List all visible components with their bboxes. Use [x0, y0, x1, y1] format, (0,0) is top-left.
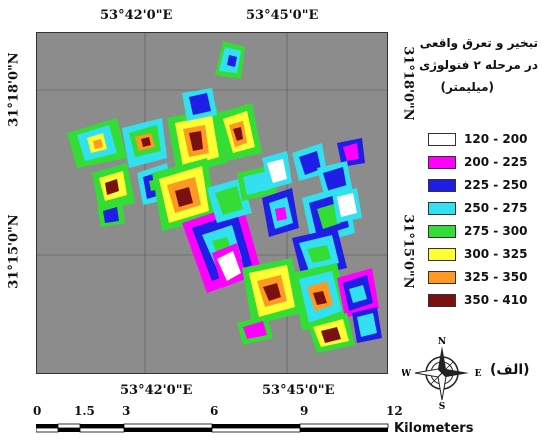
legend-item: 325 - 350 [428, 269, 527, 285]
scale-tick-label: 12 [386, 404, 403, 418]
legend-swatch [428, 178, 456, 192]
coord-right-lower: 31°15'0"N [400, 214, 416, 289]
scale-tick-label: 1.5 [74, 404, 95, 418]
field-parcel [332, 188, 362, 223]
legend-swatch [428, 270, 456, 284]
field-parcel [217, 103, 262, 161]
legend-label: 350 - 410 [464, 293, 528, 307]
compass-east: E [475, 369, 482, 379]
legend-item: 250 - 275 [428, 200, 527, 216]
legend-label: 300 - 325 [464, 247, 528, 261]
coord-right-upper: 31°18'0"N [400, 46, 416, 121]
legend-swatch [428, 201, 456, 215]
field-parcel [212, 243, 247, 288]
coord-bottom-right: 53°45'0"E [262, 383, 335, 398]
legend-title-line2: در مرحله ۲ فنولوژی [419, 58, 538, 72]
legend-swatch [428, 132, 456, 146]
legend-label: 250 - 275 [464, 201, 528, 215]
legend-swatch [428, 224, 456, 238]
legend-unit: (میلیمتر) [440, 80, 494, 94]
legend-swatch [428, 293, 456, 307]
scale-unit: Kilometers [394, 421, 474, 436]
coord-top-left: 53°42'0"E [100, 8, 173, 23]
legend-title-line1: تبخیر و تعرق واقعی [419, 36, 538, 50]
panel-label: (الف) [490, 362, 530, 378]
map-frame [36, 32, 388, 374]
field-parcel [215, 41, 245, 79]
field-parcel [167, 108, 227, 175]
compass-rose-icon: N S W E [402, 337, 482, 410]
field-parcel [352, 307, 382, 343]
legend-label: 200 - 225 [464, 155, 528, 169]
field-parcel [92, 163, 135, 211]
legend-swatch [428, 247, 456, 261]
legend-label: 120 - 200 [464, 132, 528, 146]
field-parcel [152, 158, 217, 231]
compass-north: N [438, 337, 446, 347]
field-parcel [237, 315, 273, 345]
field-parcel [262, 151, 292, 189]
field-parcel [122, 118, 167, 168]
legend-item: 200 - 225 [428, 154, 527, 170]
legend-item: 350 - 410 [428, 292, 527, 308]
field-parcel [292, 263, 349, 331]
field-parcel [97, 203, 125, 227]
field-parcel [182, 88, 217, 121]
legend-label: 225 - 250 [464, 178, 528, 192]
compass-south: S [439, 402, 446, 410]
evapotranspiration-map [37, 33, 387, 373]
compass-west: W [402, 369, 412, 379]
coord-left-lower: 31°15'0"N [6, 214, 22, 289]
scale-tick-label: 6 [210, 404, 219, 418]
field-parcel [262, 188, 299, 237]
legend-label: 275 - 300 [464, 224, 528, 238]
field-parcel [337, 268, 379, 318]
field-parcel [67, 118, 127, 168]
legend-label: 325 - 350 [464, 270, 528, 284]
scale-tick-label: 3 [122, 404, 131, 418]
legend-swatch [428, 155, 456, 169]
scale-tick-label: 9 [300, 404, 309, 418]
legend-item: 275 - 300 [428, 223, 527, 239]
legend-item: 300 - 325 [428, 246, 527, 262]
legend-item: 120 - 200 [428, 131, 527, 147]
coord-left-upper: 31°18'0"N [6, 52, 22, 127]
field-parcel [242, 258, 302, 325]
coord-top-right: 53°45'0"E [246, 8, 319, 23]
legend-item: 225 - 250 [428, 177, 527, 193]
field-parcel [307, 313, 355, 353]
coord-bottom-left: 53°42'0"E [120, 383, 193, 398]
scale-bar [36, 423, 389, 433]
field-parcel [337, 138, 365, 167]
scale-tick-label: 0 [33, 404, 42, 418]
